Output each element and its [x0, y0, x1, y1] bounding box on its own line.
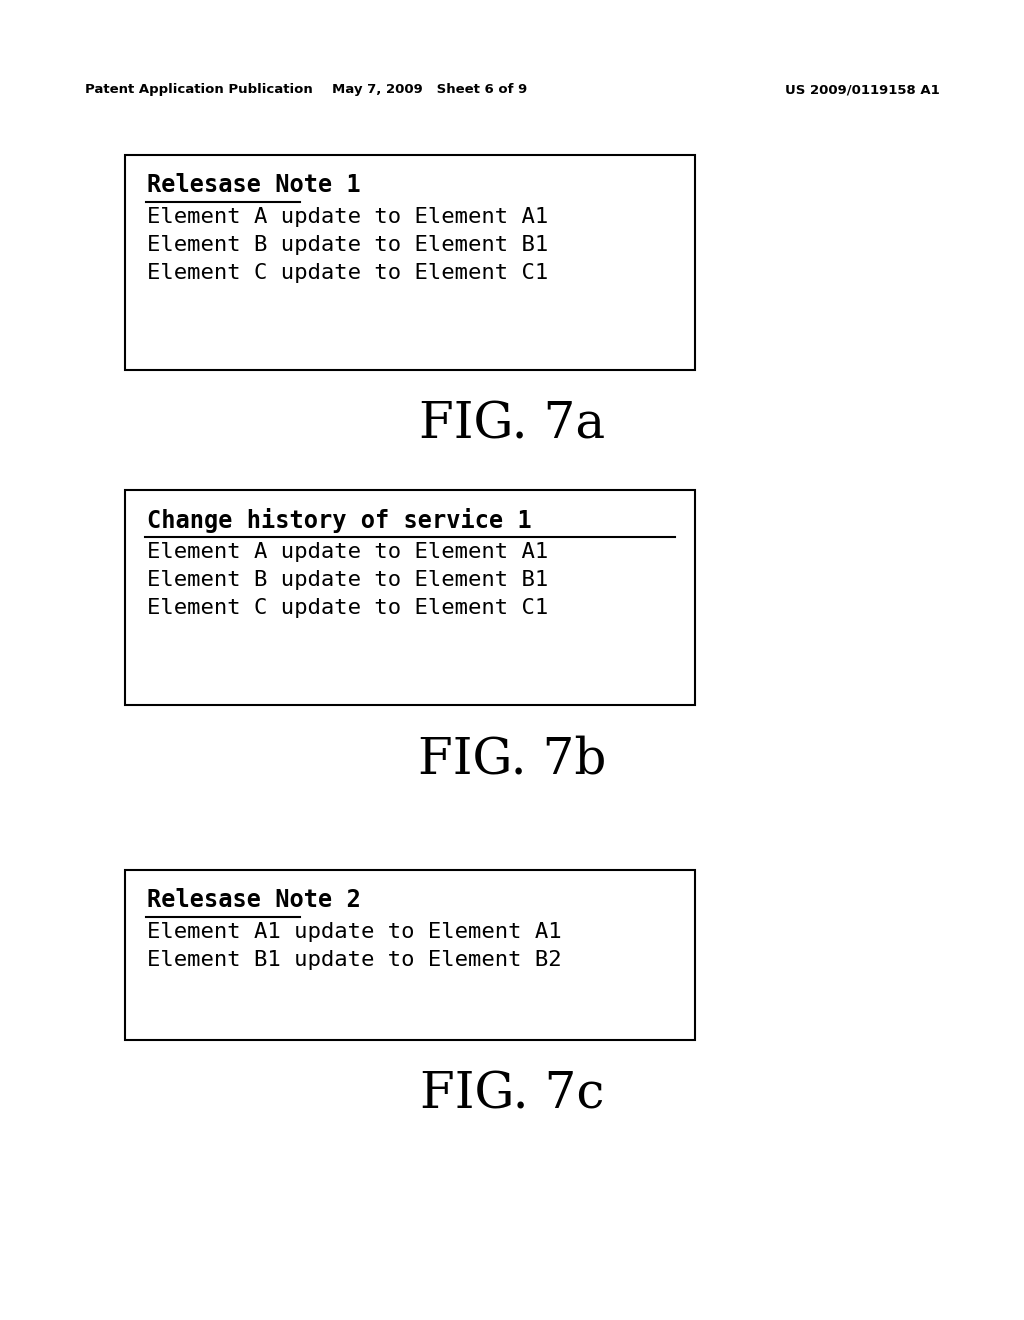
Text: Element A1 update to Element A1: Element A1 update to Element A1: [147, 921, 561, 942]
Text: FIG. 7a: FIG. 7a: [419, 400, 605, 449]
Bar: [125, 154, 695, 370]
Bar: [125, 870, 695, 1040]
Text: FIG. 7c: FIG. 7c: [420, 1071, 604, 1119]
Text: Element C update to Element C1: Element C update to Element C1: [147, 263, 548, 282]
Text: Patent Application Publication: Patent Application Publication: [85, 83, 312, 96]
Text: Element B1 update to Element B2: Element B1 update to Element B2: [147, 950, 561, 970]
Bar: [125, 490, 695, 705]
Text: Element B update to Element B1: Element B update to Element B1: [147, 570, 548, 590]
Text: May 7, 2009   Sheet 6 of 9: May 7, 2009 Sheet 6 of 9: [333, 83, 527, 96]
Text: Element A update to Element A1: Element A update to Element A1: [147, 543, 548, 562]
Text: Element A update to Element A1: Element A update to Element A1: [147, 207, 548, 227]
Text: Relesase Note 1: Relesase Note 1: [147, 173, 360, 197]
Text: Element C update to Element C1: Element C update to Element C1: [147, 598, 548, 618]
Text: Change history of service 1: Change history of service 1: [147, 508, 531, 533]
Text: Relesase Note 2: Relesase Note 2: [147, 888, 360, 912]
Text: US 2009/0119158 A1: US 2009/0119158 A1: [785, 83, 940, 96]
Text: FIG. 7b: FIG. 7b: [418, 735, 606, 784]
Text: Element B update to Element B1: Element B update to Element B1: [147, 235, 548, 255]
